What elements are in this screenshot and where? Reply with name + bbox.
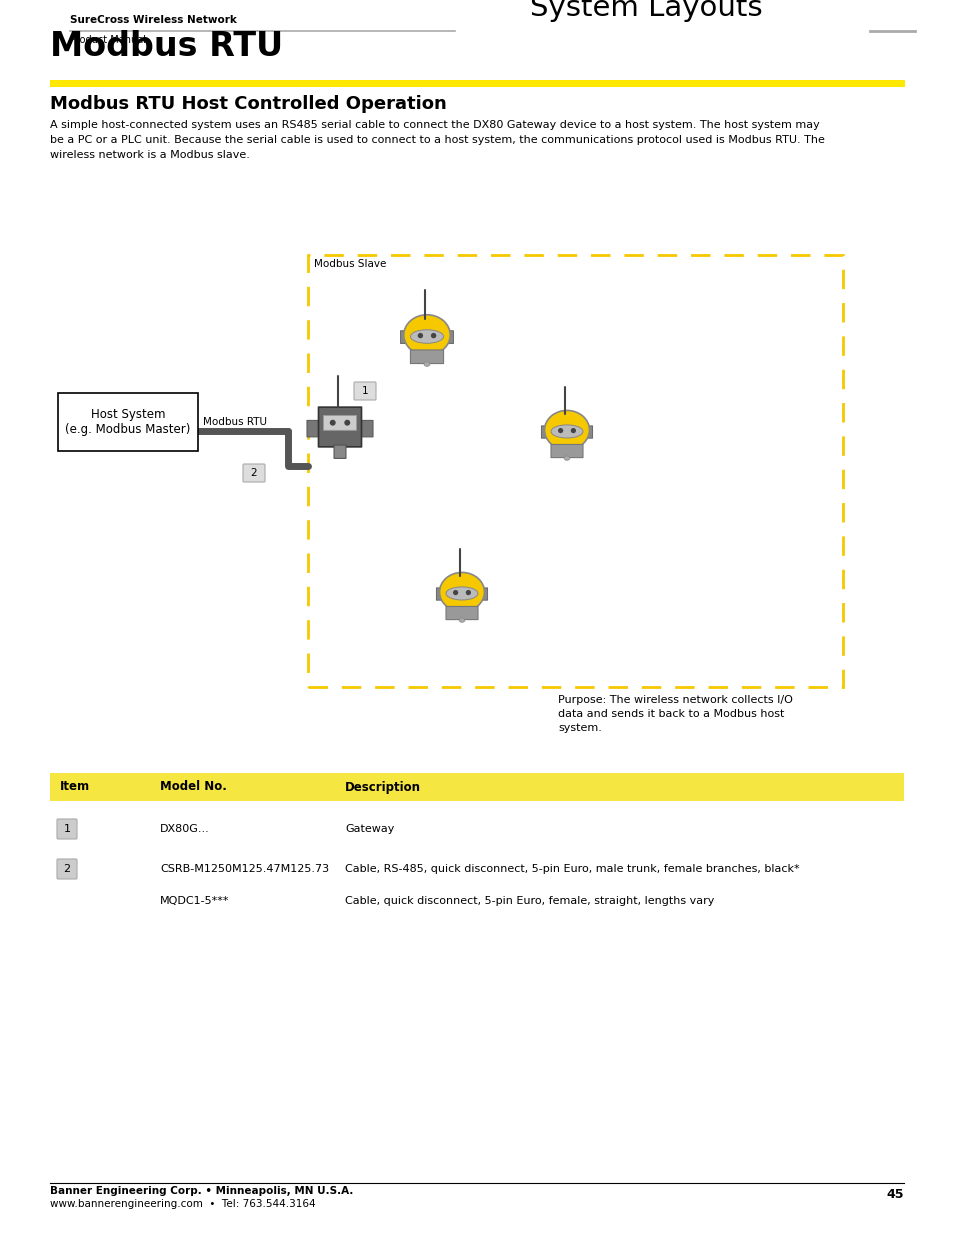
Ellipse shape — [439, 573, 484, 611]
Ellipse shape — [423, 362, 430, 367]
Text: Item: Item — [60, 781, 90, 794]
Text: Cable, RS-485, quick disconnect, 5-pin Euro, male trunk, female branches, black*: Cable, RS-485, quick disconnect, 5-pin E… — [345, 864, 799, 874]
FancyBboxPatch shape — [57, 860, 77, 879]
Text: DX80G...: DX80G... — [160, 824, 210, 834]
Ellipse shape — [417, 333, 423, 338]
Ellipse shape — [403, 315, 450, 356]
Ellipse shape — [446, 587, 477, 600]
FancyBboxPatch shape — [541, 426, 550, 438]
FancyBboxPatch shape — [354, 382, 375, 400]
FancyBboxPatch shape — [57, 819, 77, 839]
Text: 2: 2 — [251, 468, 257, 478]
Text: 2: 2 — [63, 864, 71, 874]
Bar — [58, 393, 198, 451]
Text: CSRB-M1250M125.47M125.73: CSRB-M1250M125.47M125.73 — [160, 864, 329, 874]
Ellipse shape — [330, 420, 335, 426]
Ellipse shape — [344, 420, 350, 426]
Text: Modbus Slave: Modbus Slave — [314, 259, 386, 269]
Ellipse shape — [558, 429, 562, 433]
Text: A simple host-connected system uses an RS485 serial cable to connect the DX80 Ga: A simple host-connected system uses an R… — [50, 120, 824, 159]
FancyBboxPatch shape — [443, 331, 453, 343]
Bar — [50, 773, 903, 802]
Text: Description: Description — [345, 781, 420, 794]
FancyBboxPatch shape — [436, 588, 445, 600]
FancyBboxPatch shape — [307, 420, 319, 437]
FancyBboxPatch shape — [323, 415, 356, 430]
Text: Purpose: The wireless network collects I/O
data and sends it back to a Modbus ho: Purpose: The wireless network collects I… — [558, 695, 792, 734]
Text: Modbus RTU Host Controlled Operation: Modbus RTU Host Controlled Operation — [50, 95, 446, 112]
Ellipse shape — [431, 333, 436, 338]
Text: Model No.: Model No. — [160, 781, 227, 794]
Ellipse shape — [458, 618, 464, 622]
Text: Cable, quick disconnect, 5-pin Euro, female, straight, lengths vary: Cable, quick disconnect, 5-pin Euro, fem… — [345, 897, 714, 906]
Ellipse shape — [563, 456, 569, 461]
FancyBboxPatch shape — [334, 445, 346, 458]
Bar — [50, 80, 904, 86]
FancyBboxPatch shape — [318, 408, 361, 447]
Text: 1: 1 — [64, 824, 71, 834]
FancyBboxPatch shape — [477, 588, 487, 600]
Ellipse shape — [453, 590, 457, 595]
Text: Banner Engineering Corp. • Minneapolis, MN U.S.A.: Banner Engineering Corp. • Minneapolis, … — [50, 1186, 353, 1195]
Text: Product Manual: Product Manual — [70, 35, 146, 44]
Ellipse shape — [544, 410, 589, 450]
Ellipse shape — [410, 330, 443, 343]
Text: 45: 45 — [885, 1188, 903, 1202]
FancyBboxPatch shape — [400, 331, 410, 343]
FancyBboxPatch shape — [582, 426, 592, 438]
Text: www.bannerengineering.com  •  Tel: 763.544.3164: www.bannerengineering.com • Tel: 763.544… — [50, 1199, 315, 1209]
Bar — [308, 254, 842, 687]
Text: Host System
(e.g. Modbus Master): Host System (e.g. Modbus Master) — [65, 408, 191, 436]
Text: MQDC1-5***: MQDC1-5*** — [160, 897, 230, 906]
FancyBboxPatch shape — [243, 464, 265, 482]
Ellipse shape — [551, 425, 582, 438]
FancyBboxPatch shape — [360, 420, 373, 437]
FancyBboxPatch shape — [551, 445, 582, 458]
Ellipse shape — [465, 590, 471, 595]
FancyBboxPatch shape — [410, 350, 443, 363]
Text: 1: 1 — [361, 387, 368, 396]
Text: Gateway: Gateway — [345, 824, 394, 834]
FancyBboxPatch shape — [446, 606, 477, 620]
Text: Modbus RTU: Modbus RTU — [203, 417, 267, 427]
Text: SureCross Wireless Network: SureCross Wireless Network — [70, 15, 236, 25]
Text: System Layouts: System Layouts — [530, 0, 761, 22]
Text: Modbus RTU: Modbus RTU — [50, 30, 283, 63]
Ellipse shape — [570, 429, 576, 433]
